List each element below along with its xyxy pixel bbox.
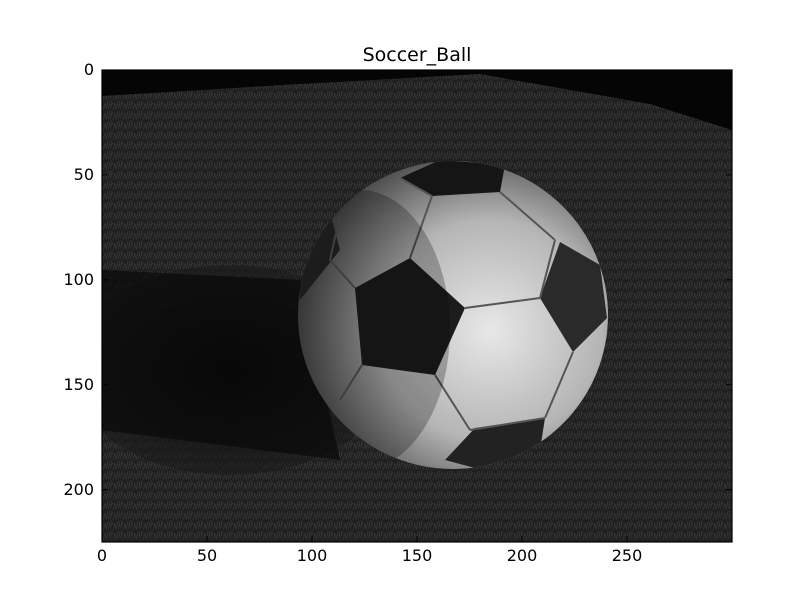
soccer-ball — [298, 161, 608, 469]
x-tick-label: 150 — [401, 546, 433, 565]
figure-title: Soccer_Ball — [362, 44, 472, 66]
ball-pentagon-center — [355, 258, 465, 375]
x-tick-label: 200 — [506, 546, 538, 565]
y-tick-label: 200 — [63, 479, 94, 499]
photo — [102, 70, 732, 542]
x-tick-label: 0 — [96, 546, 108, 565]
axis-ticks — [101, 69, 732, 542]
dark-background — [102, 70, 732, 130]
y-tick-label: 0 — [83, 60, 94, 79]
x-tick-label: 100 — [296, 546, 328, 565]
x-tick-label: 50 — [196, 546, 218, 565]
ball-pentagon-top — [400, 161, 505, 196]
x-tick-label: 250 — [611, 546, 643, 565]
y-tick-label: 100 — [63, 269, 94, 289]
ball-pentagon-right — [540, 242, 607, 352]
y-tick-label: 50 — [73, 164, 94, 184]
ball-pentagon-left — [298, 212, 340, 300]
y-tick-label: 150 — [63, 374, 94, 394]
